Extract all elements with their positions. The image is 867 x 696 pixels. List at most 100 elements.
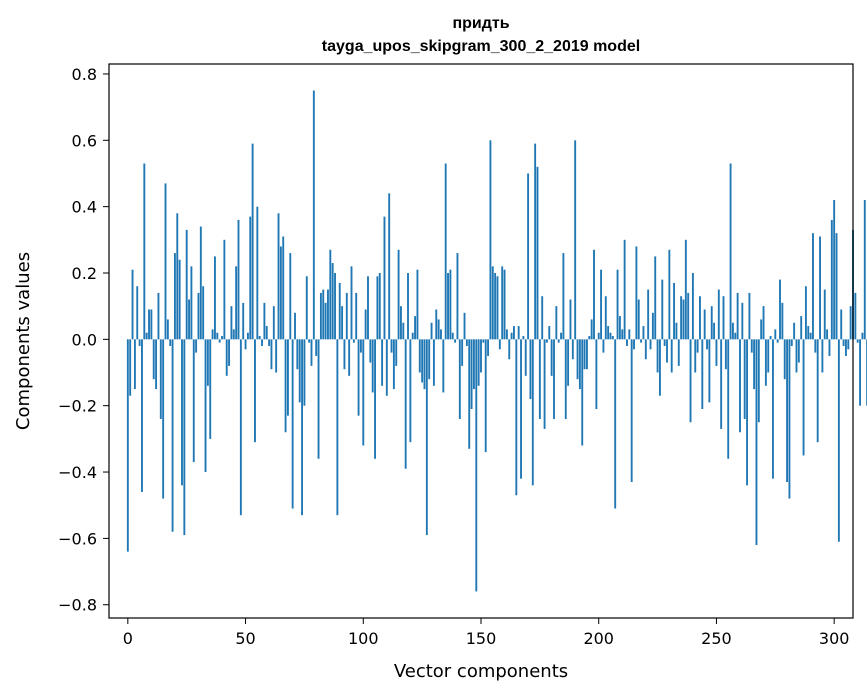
bar: [301, 339, 303, 516]
bar: [432, 339, 435, 386]
bar: [583, 339, 586, 370]
bar: [388, 193, 391, 340]
bar: [684, 239, 687, 340]
bar: [545, 339, 548, 343]
bar: [746, 339, 748, 486]
bar: [458, 339, 461, 419]
bar: [188, 299, 190, 340]
bar: [244, 339, 247, 350]
bar: [270, 339, 273, 370]
bar: [670, 339, 673, 373]
bar: [788, 339, 791, 499]
bar: [381, 339, 384, 386]
bar: [560, 332, 562, 340]
bar: [256, 206, 259, 340]
bar: [743, 339, 746, 419]
bar: [230, 306, 233, 340]
bar: [430, 322, 433, 340]
bar: [223, 239, 226, 340]
bar: [531, 339, 534, 486]
bar: [435, 309, 438, 340]
bar: [640, 339, 643, 343]
bar: [680, 296, 683, 340]
bar: [286, 339, 289, 416]
bar: [296, 339, 299, 370]
bar: [305, 276, 308, 340]
bar: [268, 339, 271, 346]
bar: [510, 332, 513, 340]
bar: [656, 339, 659, 373]
bar: [647, 289, 650, 340]
bar: [661, 279, 664, 340]
bar: [169, 339, 172, 346]
bar: [312, 90, 315, 340]
bar: [390, 339, 393, 353]
bar: [823, 289, 826, 340]
bar: [593, 249, 595, 340]
bar: [859, 339, 861, 406]
bar: [341, 306, 344, 340]
bar: [442, 339, 445, 393]
bar: [277, 213, 280, 340]
bar: [343, 339, 346, 370]
bar: [786, 339, 789, 482]
bar: [362, 339, 365, 446]
bar: [279, 246, 282, 340]
x-axis: 0 50 100 150 200 250 300: [123, 618, 849, 648]
bar: [465, 339, 468, 346]
bar: [148, 309, 150, 340]
bar: [437, 319, 440, 340]
bar: [357, 339, 360, 416]
bar: [173, 253, 176, 340]
x-axis-label: Vector components: [394, 661, 568, 682]
bar: [550, 339, 553, 376]
bar: [211, 329, 214, 340]
x-tick-label: 100: [348, 629, 379, 648]
bar: [779, 279, 781, 340]
bar: [487, 339, 489, 356]
bar: [849, 306, 852, 340]
bar: [616, 269, 619, 340]
bar: [181, 339, 183, 486]
bar: [713, 322, 716, 340]
bar: [392, 339, 395, 390]
bar: [694, 339, 697, 373]
bar: [847, 339, 850, 350]
bar: [637, 299, 640, 340]
bar: [402, 322, 405, 340]
chart-subtitle: tayga_upos_skipgram_300_2_2019 model: [322, 38, 640, 55]
bar: [682, 299, 685, 340]
bar: [515, 339, 518, 496]
bar: [769, 336, 772, 340]
x-tick-label: 50: [235, 629, 255, 648]
bar: [202, 286, 205, 340]
y-tick-label: 0.2: [72, 264, 97, 283]
bar: [317, 339, 320, 459]
bar: [595, 339, 598, 409]
bar: [171, 339, 174, 532]
bar: [611, 336, 614, 340]
bar: [178, 259, 181, 340]
bar: [251, 143, 254, 340]
bar: [152, 339, 155, 380]
bar: [294, 312, 296, 340]
bar: [717, 289, 720, 340]
bar: [814, 339, 817, 353]
bar: [447, 272, 449, 340]
bar: [315, 339, 318, 356]
bar: [221, 336, 223, 340]
bar: [143, 163, 146, 340]
bar: [604, 296, 607, 340]
bar: [183, 339, 186, 536]
bar: [642, 326, 645, 340]
bar: [383, 216, 386, 340]
bar: [731, 322, 734, 340]
bar: [699, 296, 701, 340]
bar: [449, 269, 452, 340]
y-tick-label: −0.2: [58, 397, 97, 416]
bar: [190, 266, 193, 340]
bar: [854, 292, 857, 340]
bar: [352, 339, 355, 343]
bar: [494, 272, 497, 340]
bar: [703, 309, 706, 340]
